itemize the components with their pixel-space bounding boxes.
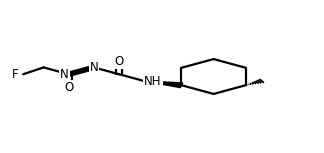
Text: N: N xyxy=(60,68,69,81)
Text: O: O xyxy=(114,55,124,68)
Text: O: O xyxy=(64,81,73,94)
Text: NH: NH xyxy=(144,75,162,88)
Text: F: F xyxy=(12,68,18,81)
Text: N: N xyxy=(89,61,98,74)
Polygon shape xyxy=(144,81,183,88)
